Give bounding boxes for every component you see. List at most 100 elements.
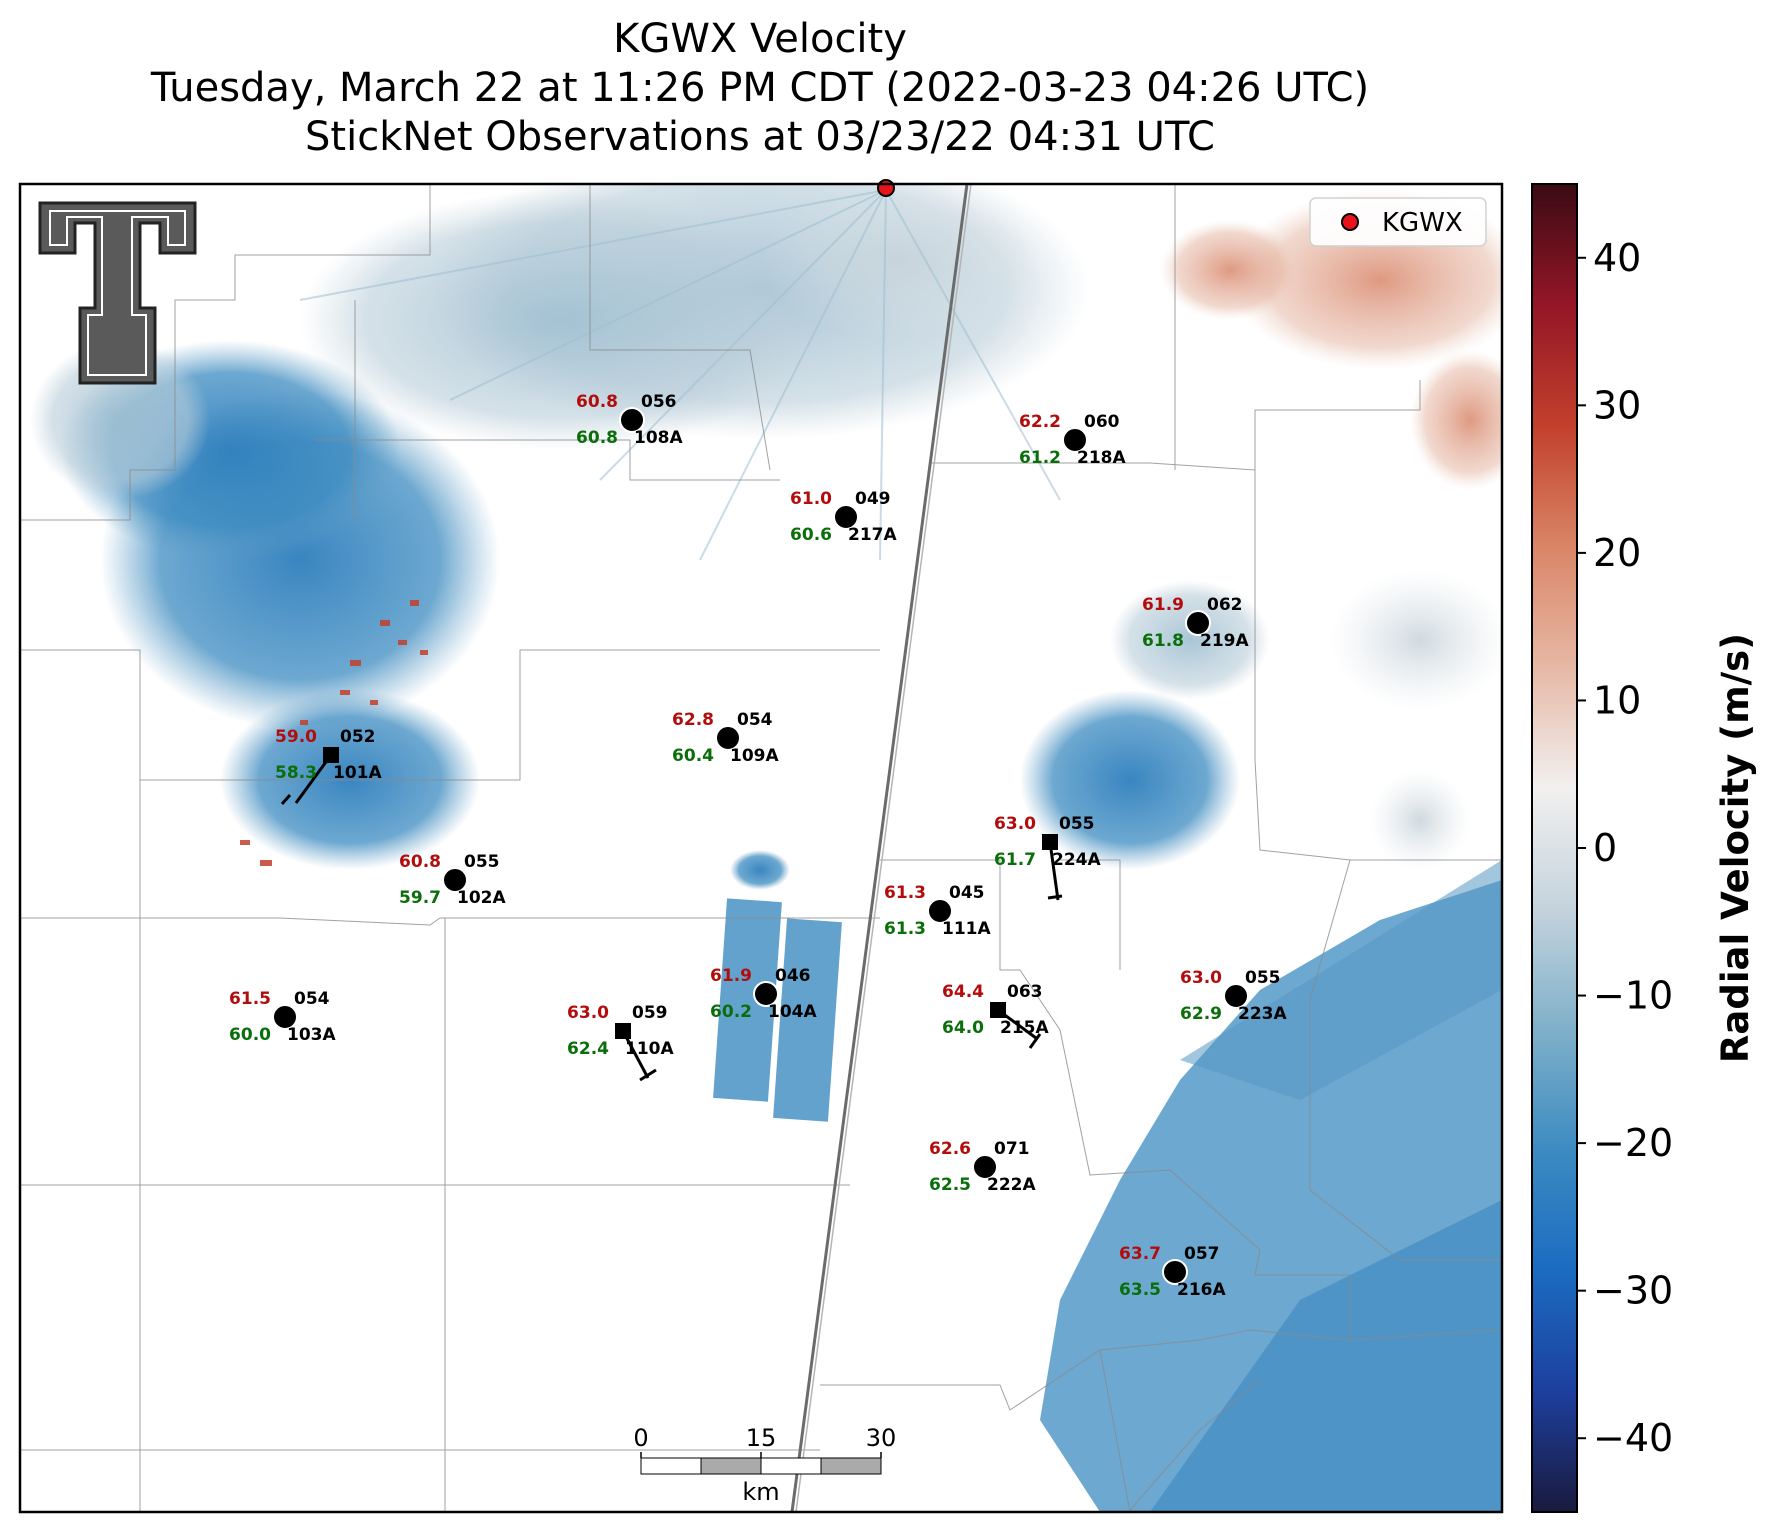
- station-216a[interactable]: 63.7 057 63.5 216A: [1119, 1244, 1226, 1300]
- station-temperature: 64.4: [942, 982, 984, 1002]
- station-218a[interactable]: 62.2 060 61.2 218A: [1019, 412, 1126, 468]
- station-217a[interactable]: 61.0 049 60.6 217A: [790, 489, 897, 545]
- station-wind-direction: 049: [855, 489, 891, 509]
- station-marker: [927, 898, 953, 924]
- station-temperature: 60.8: [399, 852, 441, 872]
- station-marker: [753, 981, 779, 1007]
- station-id: 215A: [1000, 1018, 1049, 1038]
- title-line-1: KGWX Velocity: [613, 16, 907, 62]
- station-temperature: 62.2: [1019, 412, 1061, 432]
- calm-wind-ring: [1067, 432, 1083, 448]
- station-temperature: 63.0: [567, 1003, 609, 1023]
- wind-barb-flag: [1047, 894, 1063, 900]
- station-id: 224A: [1052, 850, 1101, 870]
- station-wind-direction: 071: [994, 1139, 1030, 1159]
- station-marker: [1162, 1259, 1188, 1285]
- station-222a[interactable]: 62.6 071 62.5 222A: [929, 1139, 1036, 1195]
- station-marker: [715, 725, 741, 751]
- colorbar-scale: [1531, 183, 1578, 1513]
- station-marker: [1185, 610, 1211, 636]
- station-dewpoint: 61.2: [1019, 448, 1061, 468]
- station-224a[interactable]: 63.0 055 61.7 224A: [994, 814, 1101, 901]
- colorbar-tick-label: −30: [1593, 1269, 1673, 1313]
- colorbar-label: Radial Velocity (m/s): [1714, 633, 1757, 1063]
- station-dewpoint: 58.3: [275, 763, 317, 783]
- station-dewpoint: 60.8: [576, 428, 618, 448]
- station-id: 111A: [942, 919, 991, 939]
- station-temperature: 63.0: [994, 814, 1036, 834]
- station-wind-direction: 060: [1084, 412, 1120, 432]
- legend-label: KGWX: [1382, 208, 1463, 238]
- station-id: 108A: [634, 428, 683, 448]
- station-215a[interactable]: 64.4 063 64.0 215A: [942, 982, 1049, 1049]
- station-temperature: 62.8: [672, 710, 714, 730]
- map-frame: [18, 182, 1504, 1514]
- station-101a[interactable]: 59.0 052 58.3 101A: [275, 727, 382, 805]
- calm-wind-ring: [277, 1009, 293, 1025]
- station-dewpoint: 61.7: [994, 850, 1036, 870]
- radar-map[interactable]: 60.8 056 60.8 108A 62.2 060 61.2 218A 61.0 049 60.…: [18, 140, 1530, 1514]
- station-104a[interactable]: 61.9 046 60.2 104A: [710, 966, 817, 1022]
- station-dewpoint: 60.6: [790, 525, 832, 545]
- station-dewpoint: 62.4: [567, 1039, 609, 1059]
- scale-tick-30: 30: [866, 1424, 897, 1452]
- station-223a[interactable]: 63.0 055 62.9 223A: [1180, 968, 1287, 1024]
- station-dewpoint: 62.5: [929, 1175, 971, 1195]
- colorbar-tick-label: 30: [1593, 383, 1641, 427]
- station-id: 218A: [1077, 448, 1126, 468]
- calm-wind-ring: [1167, 1264, 1183, 1280]
- station-110a[interactable]: 63.0 059 62.4 110A: [567, 1003, 674, 1082]
- station-marker: [619, 407, 645, 433]
- station-temperature: 61.5: [229, 989, 271, 1009]
- station-marker: [272, 1004, 298, 1030]
- station-temperature: 63.0: [1180, 968, 1222, 988]
- station-wind-direction: 059: [632, 1003, 668, 1023]
- velocity-colorbar: 40 30 20 10 0 −10 −20 −30 −40 Radial Velocity (m…: [1531, 183, 1757, 1513]
- colorbar-tick-label: 0: [1593, 826, 1617, 870]
- station-dewpoint: 61.8: [1142, 631, 1184, 651]
- station-108a[interactable]: 60.8 056 60.8 108A: [576, 392, 683, 448]
- station-id: 102A: [457, 888, 506, 908]
- station-wind-direction: 054: [737, 710, 773, 730]
- station-marker: [833, 504, 859, 530]
- colorbar-ticks: 40 30 20 10 0 −10 −20 −30 −40: [1577, 236, 1673, 1460]
- station-wind-direction: 055: [1245, 968, 1281, 988]
- station-id: 222A: [987, 1175, 1036, 1195]
- station-id: 101A: [333, 763, 382, 783]
- station-dewpoint: 60.2: [710, 1002, 752, 1022]
- station-dewpoint: 62.9: [1180, 1004, 1222, 1024]
- calm-wind-ring: [838, 509, 854, 525]
- station-111a[interactable]: 61.3 045 61.3 111A: [884, 883, 991, 939]
- legend-marker-icon: [1341, 213, 1359, 231]
- station-id: 216A: [1177, 1280, 1226, 1300]
- station-wind-direction: 057: [1184, 1244, 1220, 1264]
- station-102a[interactable]: 60.8 055 59.7 102A: [399, 852, 506, 908]
- station-id: 217A: [848, 525, 897, 545]
- station-marker: [615, 1023, 631, 1039]
- title-line-3: StickNet Observations at 03/23/22 04:31 …: [305, 114, 1215, 160]
- calm-wind-ring: [624, 412, 640, 428]
- wind-barb-flag: [639, 1068, 657, 1082]
- station-wind-direction: 056: [641, 392, 677, 412]
- wind-barb: [1048, 841, 1060, 901]
- station-dewpoint: 64.0: [942, 1018, 984, 1038]
- colorbar-tick-label: −20: [1593, 1121, 1673, 1165]
- scale-tick-0: 0: [633, 1424, 648, 1452]
- station-wind-direction: 046: [775, 966, 811, 986]
- colorbar-tick-label: −10: [1593, 974, 1673, 1018]
- station-id: 110A: [625, 1039, 674, 1059]
- station-219a[interactable]: 61.9 062 61.8 219A: [1142, 595, 1249, 651]
- university-logo: [38, 201, 197, 385]
- calm-wind-ring: [1190, 615, 1206, 631]
- station-103a[interactable]: 61.5 054 60.0 103A: [229, 989, 336, 1045]
- station-109a[interactable]: 62.8 054 60.4 109A: [672, 710, 779, 766]
- station-wind-direction: 055: [1059, 814, 1095, 834]
- calm-wind-ring: [758, 986, 774, 1002]
- station-temperature: 61.3: [884, 883, 926, 903]
- station-wind-direction: 052: [340, 727, 376, 747]
- sticknet-stations: 60.8 056 60.8 108A 62.2 060 61.2 218A 61.0 049 60.…: [229, 392, 1287, 1300]
- station-marker: [1062, 427, 1088, 453]
- radar-site-marker[interactable]: [877, 179, 895, 197]
- scale-unit: km: [742, 1478, 779, 1506]
- map-title: KGWX Velocity Tuesday, March 22 at 11:26…: [150, 16, 1369, 160]
